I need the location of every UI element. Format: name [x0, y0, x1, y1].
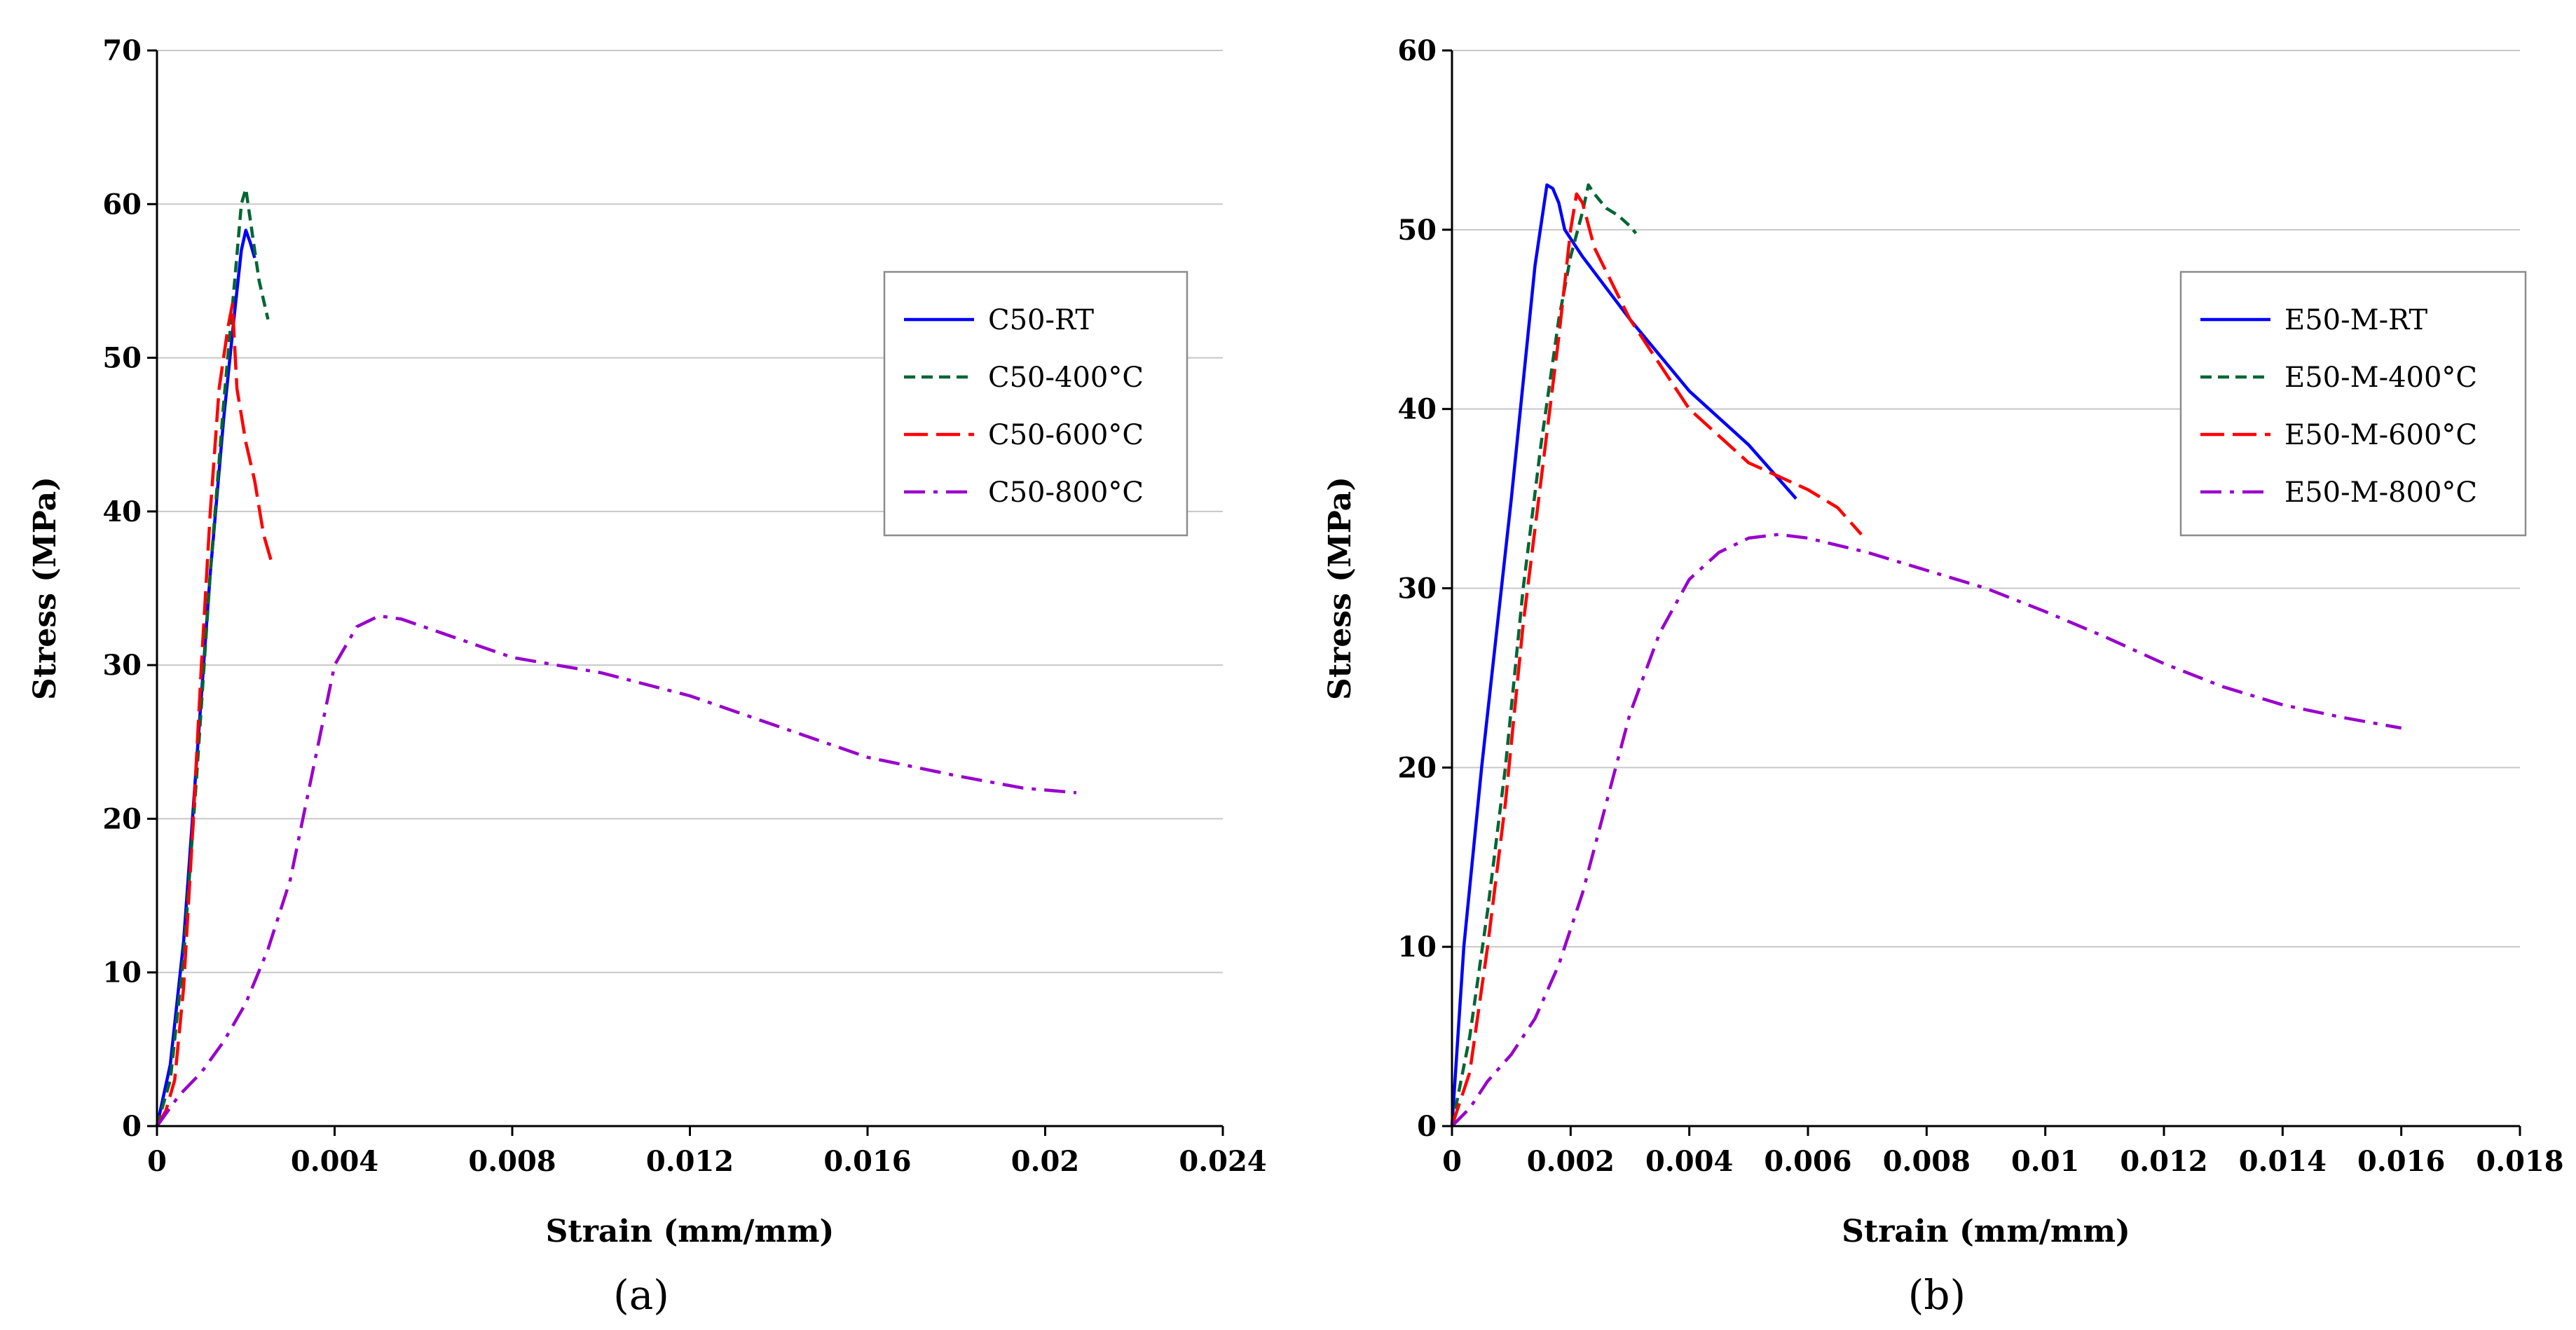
y-tick-label: 10: [1397, 931, 1437, 964]
x-tick-label: 0.016: [823, 1145, 911, 1178]
x-tick-label: 0.014: [2239, 1145, 2327, 1178]
series-line-e50-m-800-c: [1451, 533, 2402, 1127]
y-tick-label: 50: [102, 342, 142, 375]
x-tick-label: 0: [147, 1145, 167, 1178]
series-line-c50-600-c: [156, 302, 274, 1127]
x-tick-label: 0.02: [1011, 1145, 1079, 1178]
legend-label: E50-M-800°C: [2284, 477, 2477, 509]
chart-panel-b: 0 10 20 30 40 50 60 0 0.002 0.004 0.006 0.008 0.01 0.…: [1322, 34, 2564, 1319]
x-tick-label: 0.008: [1883, 1145, 1971, 1178]
panel-label: (a): [613, 1271, 669, 1319]
series-line-c50-rt: [155, 228, 256, 1127]
chart-panel-a: 0 10 20 30 40 50 60 70 0 0.004 0.008 0.012 0.016 0.02…: [27, 34, 1267, 1319]
legend-label: E50-M-400°C: [2284, 362, 2477, 394]
x-tick-label: 0.016: [2357, 1145, 2445, 1178]
legend-box: [2179, 270, 2527, 537]
y-tick-label: 60: [1397, 34, 1437, 67]
x-tick-label: 0.002: [1527, 1145, 1615, 1178]
y-tick-label: 20: [102, 802, 142, 835]
y-tick-label: 10: [102, 957, 142, 989]
legend-label: C50-600°C: [988, 419, 1144, 451]
series-line-c50-400-c: [155, 187, 270, 1127]
series-line-e50-m-400-c: [1450, 183, 1638, 1127]
legend-label: C50-RT: [988, 304, 1094, 336]
y-tick-label: 50: [1397, 214, 1437, 247]
legend-label: C50-800°C: [988, 477, 1144, 509]
x-axis-title: Strain (mm/mm): [1842, 1214, 2130, 1249]
y-tick-label: 70: [102, 34, 142, 67]
series-line-c50-800-c: [156, 614, 1077, 1127]
y-tick-label: 40: [1397, 393, 1437, 426]
panel-label: (b): [1908, 1271, 1966, 1319]
legend: C50-RT C50-400°C C50-600°C C50-800°C: [883, 270, 1188, 537]
y-tick-label: 30: [1397, 573, 1437, 605]
y-tick-label: 60: [102, 188, 142, 221]
x-tick-label: 0.012: [646, 1145, 734, 1178]
x-tick-label: 0.012: [2120, 1145, 2207, 1178]
y-tick-label: 40: [102, 495, 142, 528]
y-tick-label: 30: [102, 649, 142, 682]
y-axis-title: Stress (MPa): [1322, 477, 1358, 700]
x-tick-label: 0.008: [468, 1145, 556, 1178]
y-tick-label: 0: [1417, 1110, 1437, 1143]
x-tick-label: 0.018: [2476, 1145, 2563, 1178]
x-tick-label: 0.004: [1645, 1145, 1733, 1178]
x-tick-label: 0.01: [2011, 1145, 2079, 1178]
x-tick-label: 0: [1442, 1145, 1462, 1178]
legend: E50-M-RT E50-M-400°C E50-M-600°C E50-M-800°…: [2179, 270, 2527, 537]
legend-label: E50-M-RT: [2284, 304, 2428, 336]
x-tick-label: 0.006: [1764, 1145, 1851, 1178]
x-axis-title: Strain (mm/mm): [546, 1214, 835, 1249]
y-tick-label: 0: [122, 1110, 142, 1143]
legend-label: E50-M-600°C: [2284, 419, 2477, 451]
y-axis-title: Stress (MPa): [27, 477, 63, 700]
series-line-e50-m-rt: [1450, 183, 1797, 1127]
x-tick-label: 0.004: [291, 1145, 378, 1178]
x-tick-label: 0.024: [1179, 1145, 1266, 1178]
y-tick-label: 20: [1397, 751, 1437, 784]
legend-label: C50-400°C: [988, 362, 1144, 394]
series-line-e50-m-600-c: [1450, 192, 1863, 1127]
